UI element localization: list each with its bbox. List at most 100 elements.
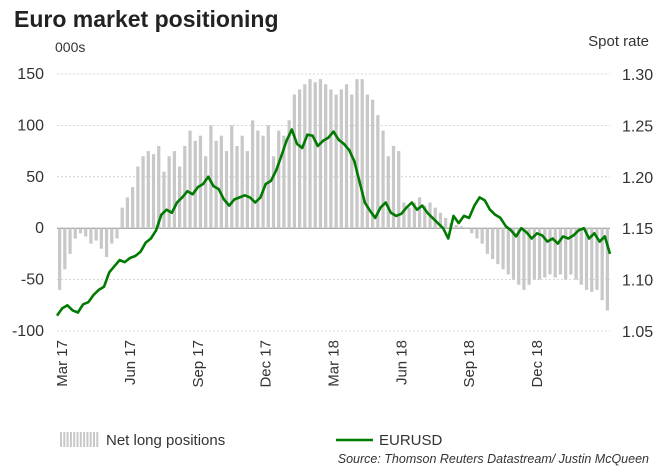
bar [350, 94, 354, 229]
bar [261, 135, 265, 229]
bar [329, 89, 333, 229]
x-tick-label: Jun 17 [122, 340, 139, 385]
bar [464, 228, 469, 229]
bar [308, 79, 312, 229]
bar [115, 228, 119, 239]
bar [600, 228, 604, 301]
bar [553, 228, 557, 278]
legend-label-line: EURUSD [379, 432, 443, 449]
bar [496, 228, 500, 265]
bar [219, 135, 223, 229]
x-axis-ticks: Mar 17 Jun 17 Sep 17 Dec 17 Mar 18 Jun 18 Sep … [54, 340, 546, 388]
bar [104, 228, 109, 257]
bar [193, 140, 197, 229]
left-axis-ticks: 150 100 50 0 -50 -100 [12, 66, 44, 340]
swatch-bar [63, 432, 66, 447]
x-tick-label: Sep 18 [461, 340, 478, 388]
swatch-bar [83, 432, 86, 447]
bar [391, 145, 396, 229]
right-tick-label: 1.20 [622, 170, 653, 187]
bar [344, 84, 349, 229]
bar [230, 125, 234, 229]
line-series-eurusd [55, 128, 612, 317]
bar [162, 171, 166, 229]
right-tick-label: 1.25 [622, 118, 653, 135]
bar [271, 156, 276, 229]
bar [78, 228, 83, 234]
bar [412, 202, 416, 229]
bar [68, 228, 72, 254]
bar [381, 130, 385, 229]
right-tick-label: 1.05 [622, 324, 653, 341]
bar [110, 228, 114, 244]
left-tick-label: 0 [35, 220, 44, 237]
legend-bars-swatch [60, 432, 99, 447]
bar [371, 99, 375, 229]
x-tick-label: Mar 17 [54, 340, 71, 387]
bar [183, 145, 187, 229]
bar [438, 212, 443, 229]
bar [94, 228, 98, 241]
bar [84, 228, 88, 237]
bar [157, 145, 161, 229]
right-tick-label: 1.10 [622, 273, 653, 290]
bar [574, 228, 578, 280]
legend-label-bars: Net long positions [106, 432, 225, 449]
bar [334, 94, 338, 229]
bar [240, 135, 244, 229]
bar [318, 79, 323, 229]
gridlines [57, 73, 610, 332]
swatch-bar [73, 432, 76, 447]
bar [590, 228, 594, 292]
swatch-bar [79, 432, 82, 447]
bar [485, 228, 490, 254]
bar [120, 207, 124, 229]
bar [569, 228, 573, 275]
bar [209, 125, 213, 229]
x-tick-label: Mar 18 [326, 340, 343, 387]
swatch-bar [60, 432, 62, 447]
bar [491, 228, 495, 260]
swatch-bar [93, 432, 95, 447]
bar [214, 140, 218, 229]
bar [360, 79, 364, 229]
swatch-bar [89, 432, 92, 447]
eurusd-line [55, 128, 612, 317]
right-tick-label: 1.15 [622, 221, 653, 238]
bar [407, 207, 411, 229]
left-tick-label: 100 [17, 117, 44, 134]
bar [99, 228, 103, 249]
bar [146, 151, 150, 229]
bar [423, 205, 427, 229]
left-tick-label: -100 [12, 323, 44, 340]
bar [57, 228, 62, 290]
left-tick-label: 50 [26, 169, 44, 186]
bar [125, 197, 130, 229]
bar [522, 228, 526, 290]
bar [376, 115, 380, 229]
bar [511, 228, 516, 280]
bar [595, 228, 599, 290]
bar [287, 120, 291, 229]
bar [151, 154, 156, 229]
bar [245, 151, 250, 229]
bar [579, 228, 583, 285]
x-tick-label: Jun 18 [393, 340, 410, 385]
bar [564, 228, 568, 280]
swatch-bar [66, 432, 69, 447]
bar [475, 228, 479, 239]
swatch-bar [86, 432, 89, 447]
bar [277, 130, 281, 229]
legend: Net long positions EURUSD [60, 432, 443, 449]
bar [266, 125, 270, 229]
bar [141, 156, 145, 229]
bar [417, 197, 422, 229]
bar [172, 151, 176, 229]
bar [501, 228, 505, 270]
bar [584, 228, 589, 290]
source-note: Source: Thomson Reuters Datastream/ Just… [337, 452, 649, 466]
bar [251, 120, 255, 229]
swatch-bar [76, 432, 79, 447]
chart-title: Euro market positioning [14, 6, 279, 32]
bar [177, 166, 182, 229]
